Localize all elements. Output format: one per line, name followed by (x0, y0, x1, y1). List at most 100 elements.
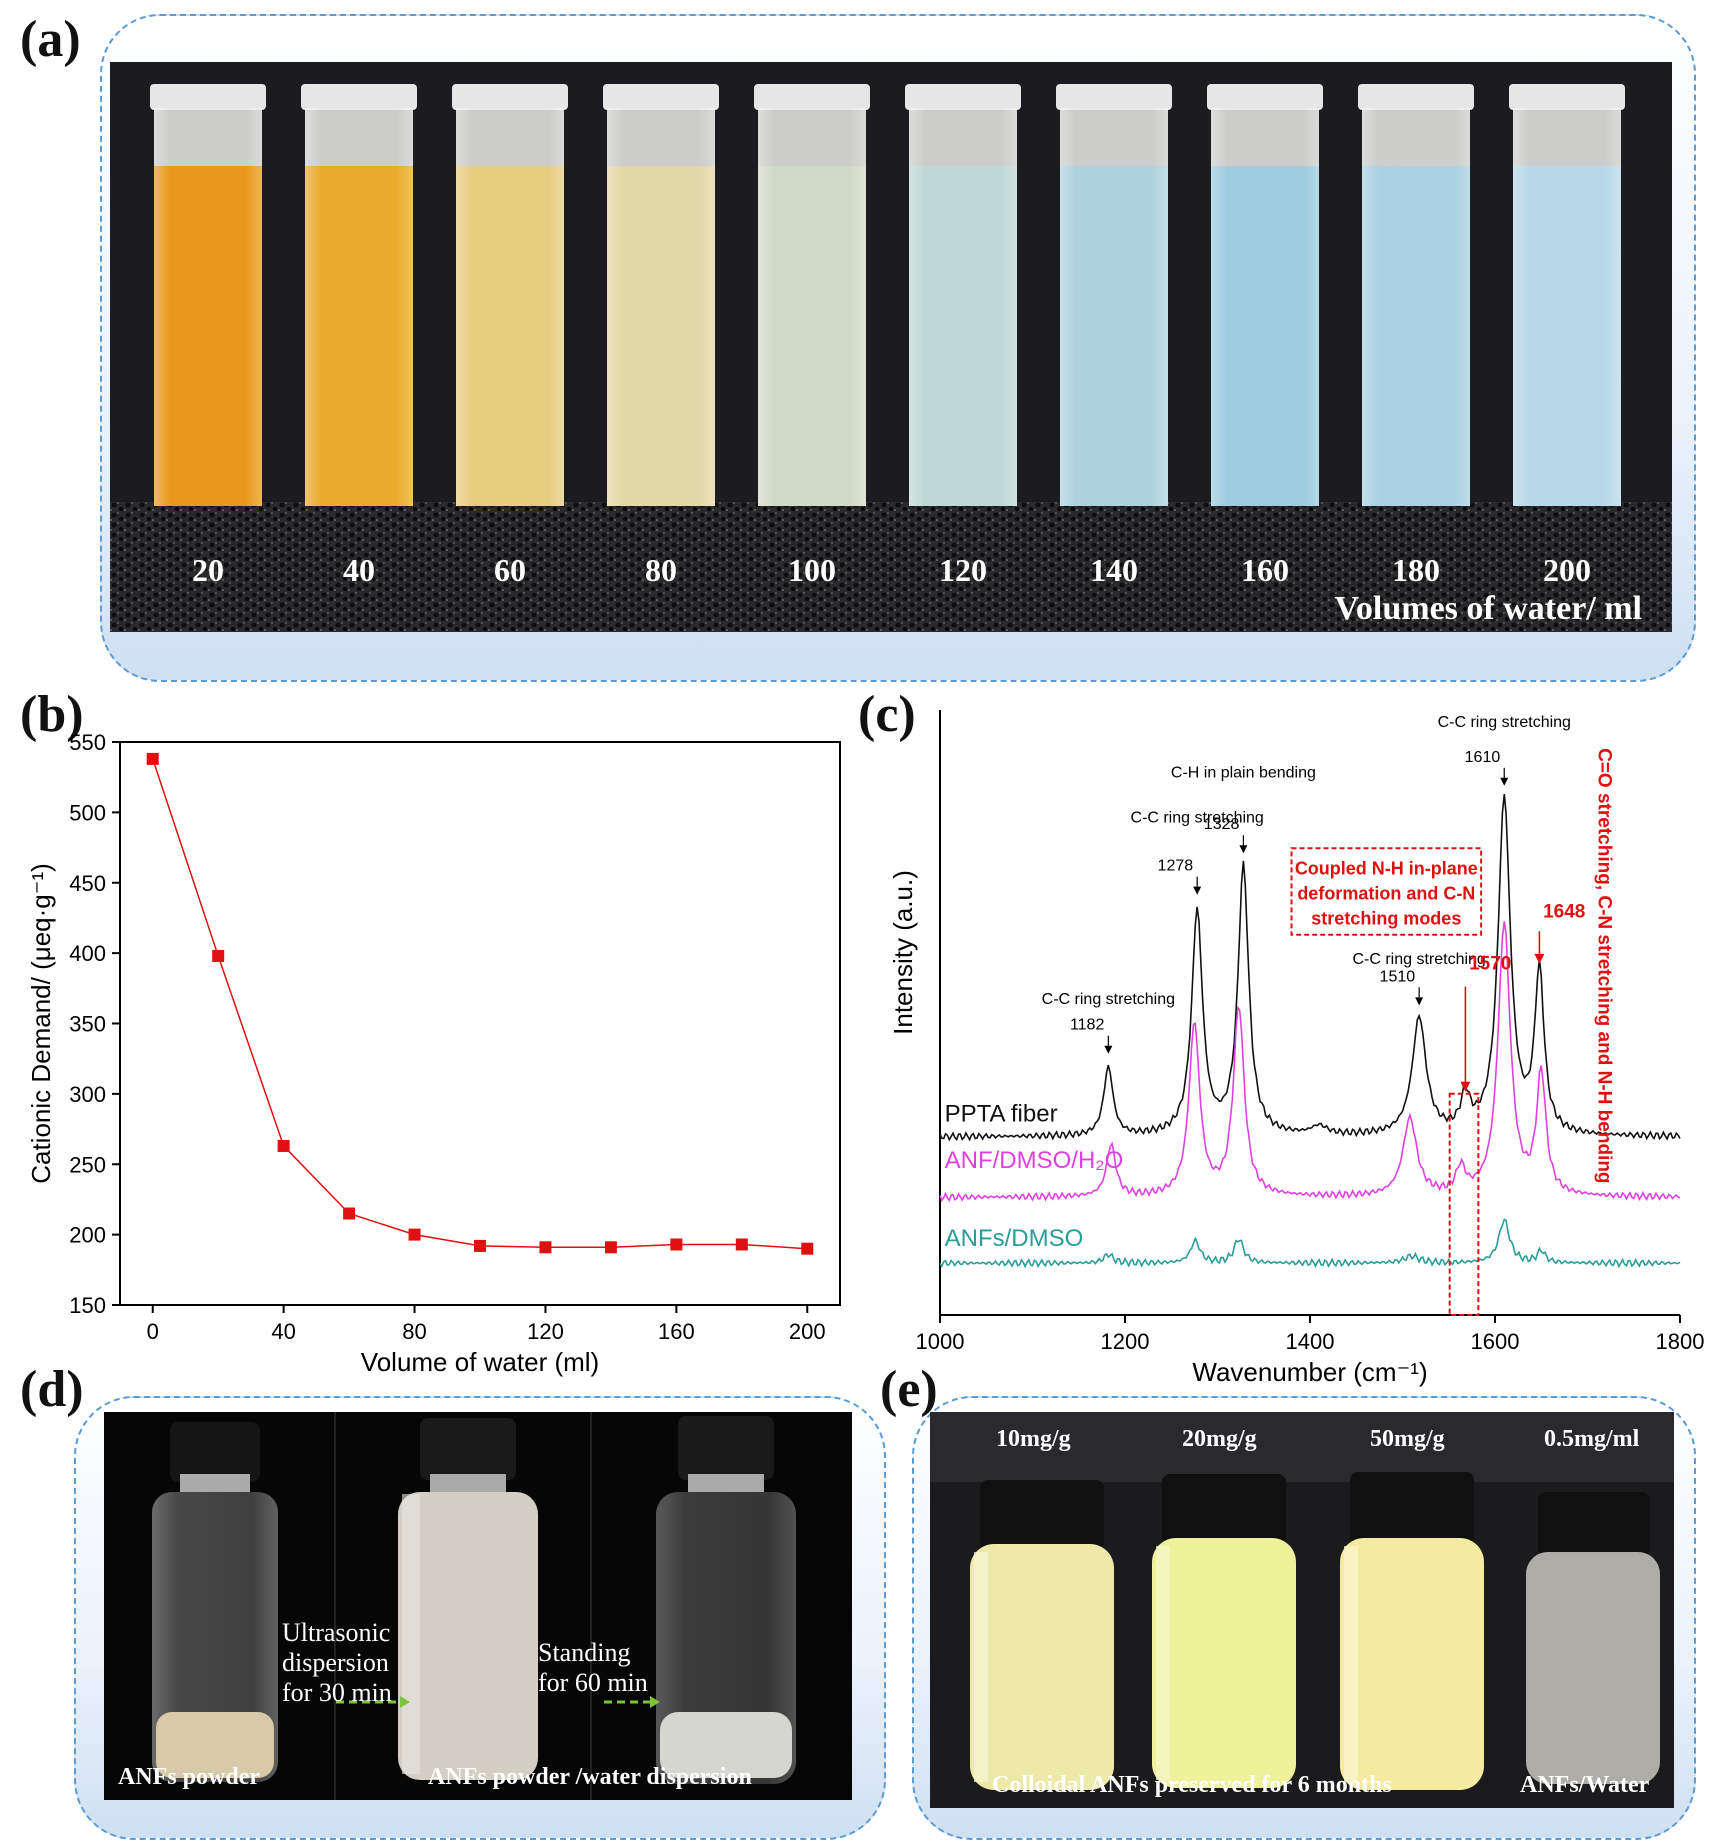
conc-label-1: 10mg/g (996, 1426, 1071, 1452)
tube-wall (607, 108, 715, 506)
tube-label: 40 (343, 552, 375, 588)
y-tick-label: 500 (69, 800, 106, 825)
vertical-red-text: C=O stretching, C-N stretching and N-H b… (1594, 748, 1615, 1183)
tube-wall (1211, 108, 1319, 506)
tube-60 (452, 84, 568, 506)
tube-label: 60 (494, 552, 526, 588)
tube-wall (1362, 108, 1470, 506)
tube-label: 20 (192, 552, 224, 588)
tube-wall (758, 108, 866, 506)
data-point (343, 1207, 356, 1220)
series-label: ANF/DMSO/H₂O (945, 1147, 1124, 1174)
tube-cap (603, 84, 719, 110)
arrow1-label-2: dispersion (282, 1648, 389, 1677)
tube-wall (305, 108, 413, 506)
tube-label: 120 (939, 552, 987, 588)
tube-wall (1513, 108, 1621, 506)
red-region-box (1448, 1092, 1480, 1316)
panel-letter-b: (b) (20, 686, 84, 743)
tube-label: 160 (1241, 552, 1289, 588)
tube-cap (1509, 84, 1625, 110)
chart-c: 1000 1200 1400 1600 1800 Wavenumber (cm⁻¹) Int… (888, 710, 1705, 1387)
x-tick-label: 1000 (916, 1329, 965, 1354)
tube-140 (1056, 84, 1172, 506)
tube-200 (1509, 84, 1625, 506)
y-tick-label: 250 (69, 1152, 106, 1177)
peak-annotation: C-C ring stretching (1130, 809, 1263, 826)
data-point (735, 1238, 748, 1251)
y-axis-label: Intensity (a.u.) (888, 870, 918, 1035)
spectrum-1 (939, 921, 1681, 1203)
red-arrow-head (1534, 953, 1545, 964)
data-point (604, 1241, 617, 1254)
tube-wall (154, 108, 262, 506)
conc-label-4: 0.5mg/ml (1544, 1426, 1640, 1452)
vial-dispersion (398, 1418, 538, 1780)
vial-50mg (1340, 1472, 1484, 1790)
panel-letter-d: (d) (20, 1361, 84, 1418)
tube-wall (456, 108, 564, 506)
tube-group (150, 84, 1625, 506)
x-tick-label: 200 (789, 1319, 826, 1344)
data-point (277, 1139, 290, 1152)
caption-anfs-water: ANFs/Water (1520, 1772, 1650, 1798)
y-tick-label: 400 (69, 941, 106, 966)
tube-cap (754, 84, 870, 110)
peak-arrow-head (1500, 777, 1509, 786)
red-peak-label: 1570 (1469, 953, 1511, 974)
red-annotation-box (1290, 847, 1483, 936)
x-tick-label: 1200 (1101, 1329, 1150, 1354)
tube-40 (301, 84, 417, 506)
data-point (474, 1239, 486, 1252)
panel-a-photo: Volumes of water/ ml 20 40 60 80 100 120 140 16… (110, 62, 1672, 632)
data-point (212, 949, 225, 962)
peak-value: 1510 (1380, 968, 1416, 985)
vial-10mg (970, 1480, 1114, 1790)
x-tick-label: 40 (271, 1319, 295, 1344)
x-axis-label: Volume of water (ml) (361, 1347, 599, 1377)
data-point (801, 1242, 814, 1255)
vial-20mg (1152, 1474, 1296, 1788)
peak-annotation: C-C ring stretching (1438, 714, 1571, 731)
tube-120 (905, 84, 1021, 506)
spectrum-0 (939, 794, 1681, 1142)
x-tick-label: 160 (658, 1319, 695, 1344)
data-point (146, 752, 159, 765)
red-box-line: stretching modes (1311, 908, 1461, 928)
x-tick-label: 1800 (1656, 1329, 1705, 1354)
peak-arrow-head (1239, 845, 1248, 854)
label-anfs-powder: ANFs powder (118, 1764, 260, 1790)
tube-wall (1060, 108, 1168, 506)
arrow2-label-2: for 60 min (538, 1668, 648, 1697)
peak-annotation: C-C ring stretching (1352, 951, 1485, 968)
tube-80 (603, 84, 719, 506)
tube-cap (1056, 84, 1172, 110)
tube-160 (1207, 84, 1323, 506)
series-line (152, 758, 808, 1250)
tube-20 (150, 84, 266, 506)
panel-e-photo: 10mg/g 20mg/g 50mg/g 0.5mg/ml Colloidal … (930, 1412, 1674, 1808)
tube-cap (905, 84, 1021, 110)
vials-e-svg (930, 1412, 1674, 1808)
y-tick-label: 300 (69, 1082, 106, 1107)
label-anfs-water-dispersion: ANFs powder /water dispersion (428, 1764, 752, 1790)
panel-letter-c: (c) (858, 686, 916, 743)
caption-colloidal: Colloidal ANFs preserved for 6 months (992, 1772, 1392, 1798)
panel-letter-a: (a) (20, 11, 81, 68)
tubes-svg (110, 62, 1672, 632)
tube-cap (1358, 84, 1474, 110)
tube-label: 200 (1543, 552, 1591, 588)
x-tick-label: 120 (527, 1319, 564, 1344)
vials-d-svg (104, 1412, 852, 1800)
spectrum-2 (939, 1218, 1681, 1269)
tube-label: 80 (645, 552, 677, 588)
x-tick-label: 80 (402, 1319, 426, 1344)
plot-frame (119, 741, 841, 1306)
y-tick-label: 550 (69, 730, 106, 755)
red-box-line: Coupled N-H in-plane (1295, 858, 1478, 878)
panel-letter-e: (e) (880, 1361, 938, 1418)
tube-label: 100 (788, 552, 836, 588)
tube-cap (301, 84, 417, 110)
tube-label: 180 (1392, 552, 1440, 588)
panel-a-caption: Volumes of water/ ml (1334, 590, 1642, 627)
